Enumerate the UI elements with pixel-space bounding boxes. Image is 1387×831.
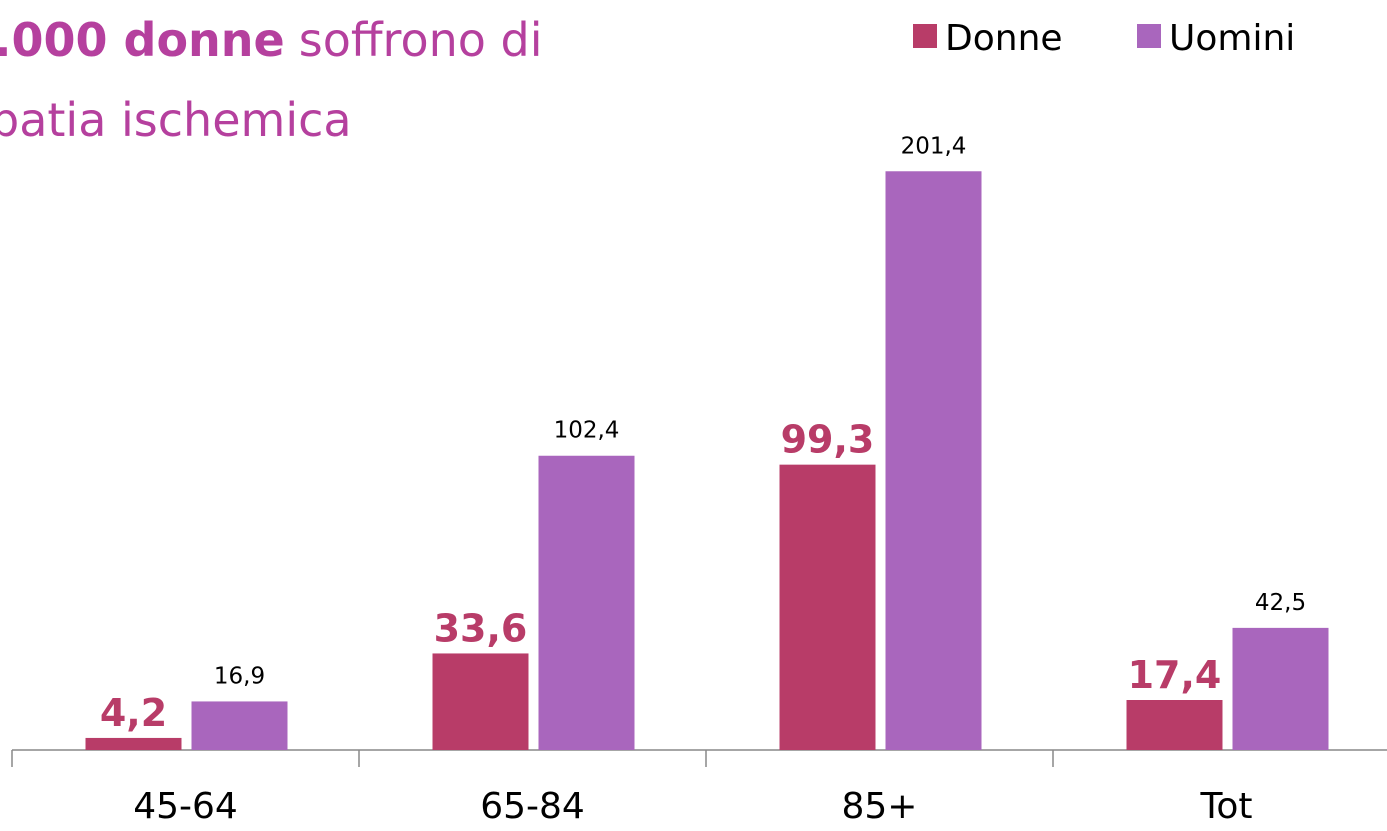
x-tick-label: 45-64 — [133, 786, 238, 827]
value-label: 201,4 — [901, 133, 967, 159]
bar — [85, 737, 182, 750]
legend-swatch — [913, 24, 937, 48]
x-tick-label: 65-84 — [480, 786, 585, 827]
bar — [1126, 700, 1223, 750]
value-label: 33,6 — [434, 606, 528, 650]
bar — [779, 464, 876, 750]
value-label: 17,4 — [1128, 653, 1222, 697]
legend-swatch — [1137, 24, 1161, 48]
bar — [191, 701, 288, 750]
bar — [432, 653, 529, 750]
value-label: 42,5 — [1255, 590, 1306, 616]
chart-title: .000 donne soffrono di — [0, 13, 542, 67]
chart-title-line2: patia ischemica — [0, 93, 352, 147]
value-label: 102,4 — [554, 418, 620, 444]
value-label: 16,9 — [214, 663, 265, 689]
legend-label: Donne — [945, 18, 1063, 59]
title-bold: .000 donne — [0, 13, 285, 67]
x-tick-label: Tot — [1199, 786, 1252, 827]
value-label: 4,2 — [100, 691, 167, 735]
bar — [885, 171, 982, 750]
value-label: 99,3 — [781, 418, 875, 462]
title-rest: soffrono di — [299, 13, 543, 67]
bar — [538, 455, 635, 750]
x-tick-label: 85+ — [842, 786, 918, 827]
bar — [1232, 627, 1329, 750]
legend-label: Uomini — [1169, 18, 1295, 59]
